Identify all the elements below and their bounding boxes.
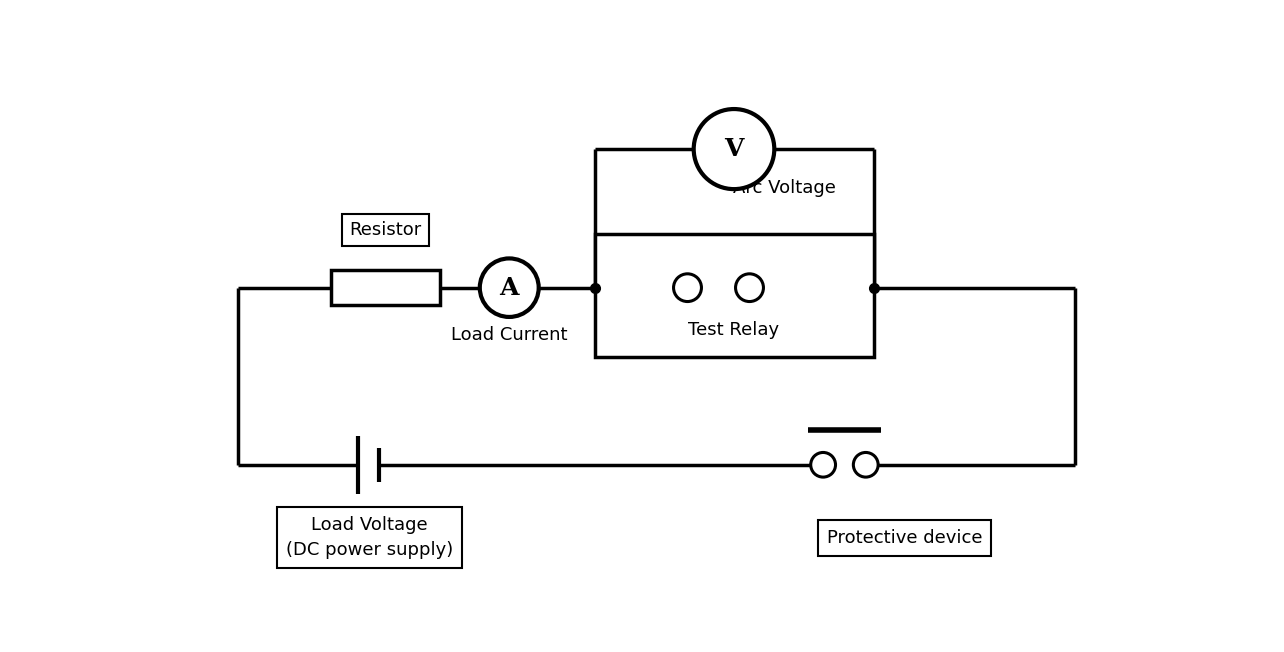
Text: Load Voltage
(DC power supply): Load Voltage (DC power supply): [286, 516, 453, 559]
Bar: [594, 234, 873, 357]
Text: A: A: [499, 276, 519, 300]
Circle shape: [674, 274, 701, 301]
Text: Protective device: Protective device: [827, 529, 982, 547]
Circle shape: [810, 452, 836, 477]
Circle shape: [480, 258, 539, 317]
Text: Test Relay: Test Relay: [688, 321, 779, 339]
Circle shape: [693, 109, 774, 189]
Text: V: V: [724, 137, 743, 161]
Circle shape: [736, 274, 764, 301]
Text: Resistor: Resistor: [349, 221, 421, 239]
Bar: [331, 271, 439, 305]
Text: Load Current: Load Current: [451, 327, 568, 344]
Circle shape: [854, 452, 878, 477]
Text: Arc Voltage: Arc Voltage: [733, 179, 836, 197]
